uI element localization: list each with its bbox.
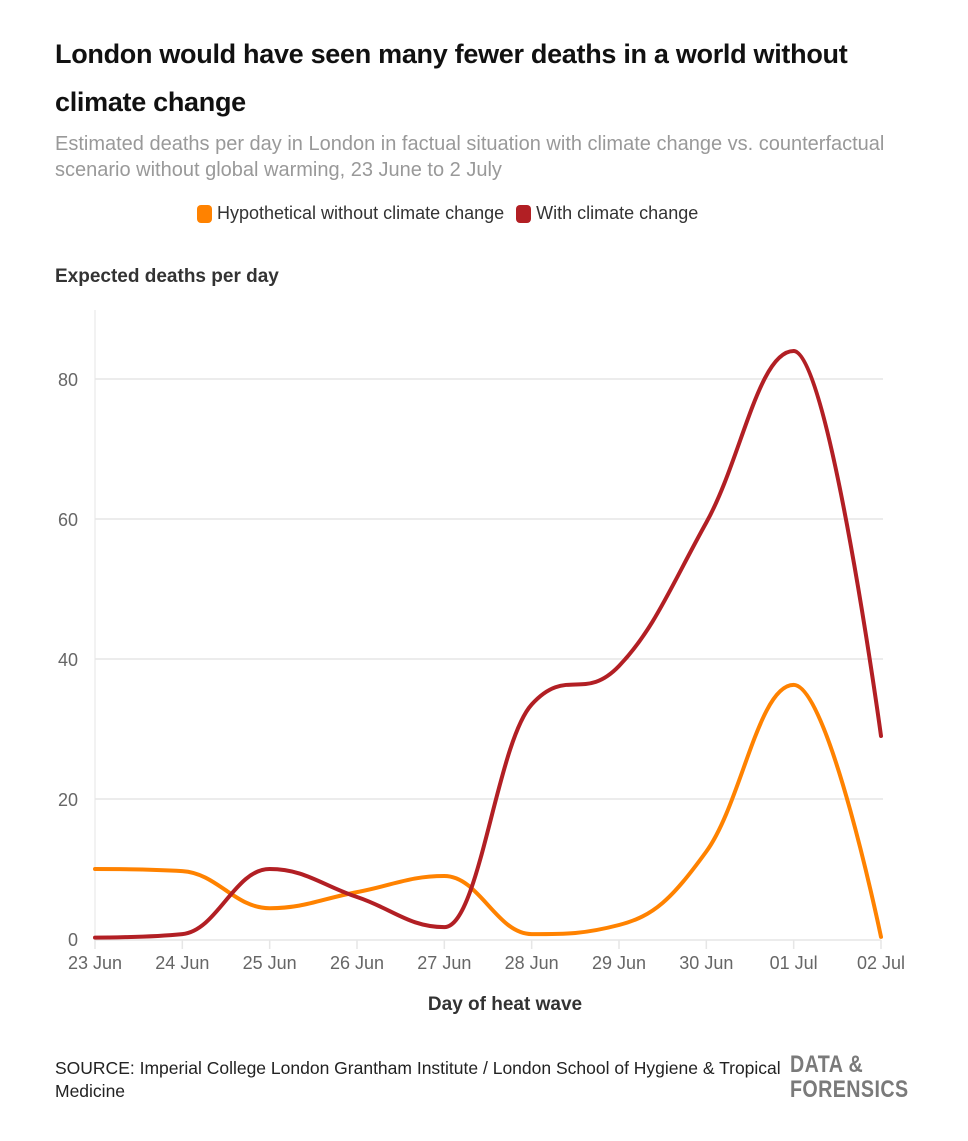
- legend-swatch-red: [516, 204, 532, 223]
- source-note: SOURCE: Imperial College London Grantham…: [55, 1058, 781, 1101]
- legend-item-with-climate-change[interactable]: With climate change: [516, 203, 698, 224]
- y-tick-label: 40: [58, 650, 78, 670]
- x-tick-label: 01 Jul: [770, 953, 818, 973]
- y-tick-label: 60: [58, 510, 78, 530]
- x-tick-label: 28 Jun: [505, 953, 559, 973]
- chart-subtitle: Estimated deaths per day in London in fa…: [55, 133, 885, 181]
- y-tick-label: 20: [58, 790, 78, 810]
- y-axis-title: Expected deaths per day: [55, 266, 279, 287]
- y-tick-label: 0: [68, 930, 78, 950]
- x-tick-label: 25 Jun: [243, 953, 297, 973]
- series-line-with-climate-change: [93, 349, 883, 940]
- series-line-hypothetical: [93, 682, 883, 939]
- x-tick-label: 29 Jun: [592, 953, 646, 973]
- x-tick-label: 23 Jun: [68, 953, 122, 973]
- x-tick-label: 24 Jun: [155, 953, 209, 973]
- y-tick-label: 80: [58, 370, 78, 390]
- legend-label: With climate change: [536, 203, 699, 223]
- legend-item-hypothetical[interactable]: Hypothetical without climate change: [197, 203, 504, 224]
- legend-label: Hypothetical without climate change: [217, 203, 505, 223]
- data-forensics-logo: DATA & FORENSICS: [790, 1051, 909, 1103]
- chart-title: London would have seen many fewer deaths…: [55, 39, 848, 117]
- x-axis-title: Day of heat wave: [427, 994, 583, 1015]
- x-tick-label: 27 Jun: [417, 953, 471, 973]
- legend-swatch-orange: [197, 204, 212, 223]
- x-tick-label: 26 Jun: [330, 953, 384, 973]
- x-tick-label: 30 Jun: [679, 953, 733, 973]
- x-tick-label: 02 Jul: [857, 953, 905, 973]
- legend: Hypothetical without climate change With…: [197, 203, 698, 224]
